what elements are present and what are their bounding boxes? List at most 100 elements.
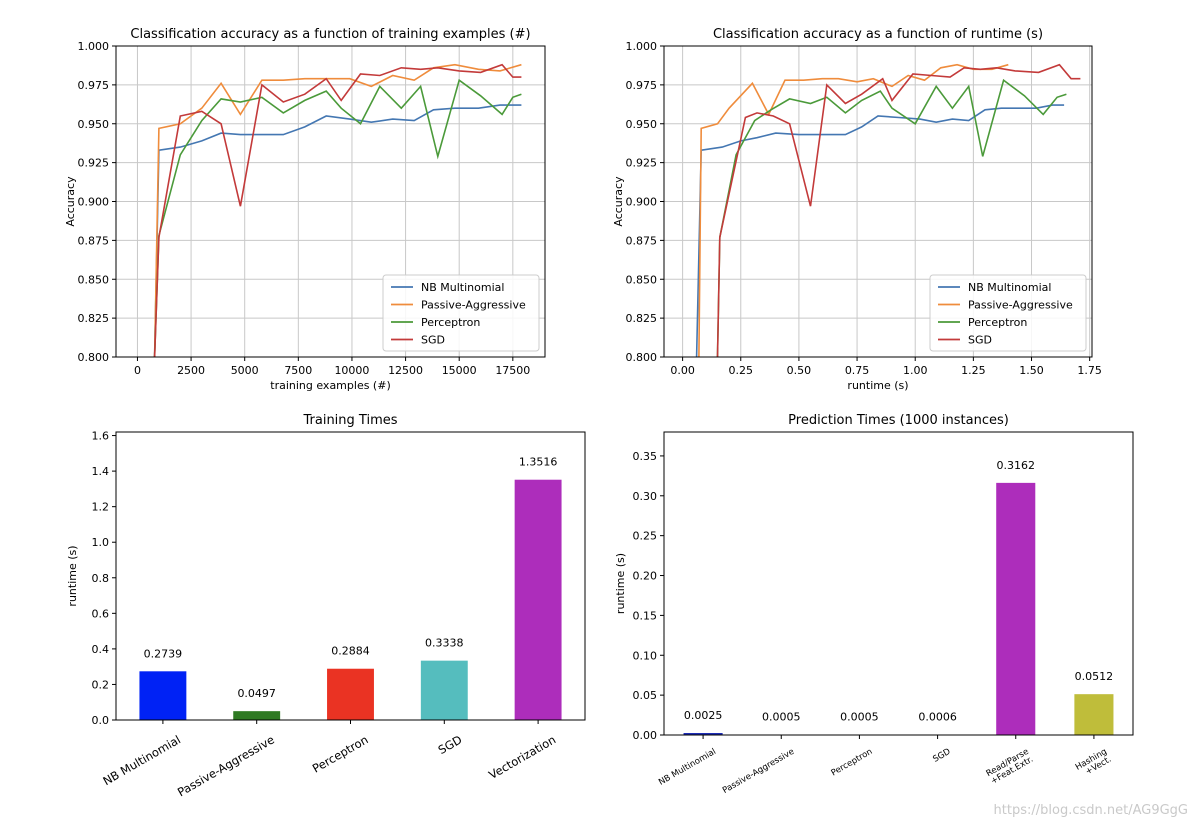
bar xyxy=(420,660,468,720)
y-tick-label: 1.000 xyxy=(626,40,658,53)
y-tick-label: 0.0 xyxy=(92,714,110,727)
x-tick-label: 1.00 xyxy=(903,364,928,377)
series-line-pa xyxy=(698,63,1009,357)
x-axis-label: training examples (#) xyxy=(270,379,390,392)
chart-title: Classification accuracy as a function of… xyxy=(130,27,530,42)
x-tick-label: SGD xyxy=(931,747,952,765)
y-axis-label: runtime (s) xyxy=(66,545,79,606)
plot-frame xyxy=(663,431,1134,736)
x-tick-label: 1.50 xyxy=(1019,364,1044,377)
x-tick-label: Perceptron xyxy=(310,732,371,775)
x-tick-label: NB Multinomial xyxy=(657,747,718,788)
bar-value-label: 0.0005 xyxy=(762,711,801,724)
x-tick-label: 7500 xyxy=(284,364,312,377)
x-tick-label-line: NB Multinomial xyxy=(657,747,718,788)
x-tick-label: 0.00 xyxy=(670,364,695,377)
x-tick-label: 1.75 xyxy=(1077,364,1102,377)
y-tick-label: 1.000 xyxy=(78,40,110,53)
watermark-text: https://blog.csdn.net/AG9GgG xyxy=(993,803,1188,818)
y-tick-label: 1.6 xyxy=(92,430,110,443)
bar-value-label: 0.3338 xyxy=(425,637,464,650)
x-tick-label: 0.50 xyxy=(787,364,812,377)
bar-value-label: 0.3162 xyxy=(997,459,1036,472)
x-tick-label-line: Perceptron xyxy=(830,747,875,779)
y-tick-label: 0.975 xyxy=(78,79,110,92)
x-tick-label: 17500 xyxy=(495,364,530,377)
x-tick-label-line: SGD xyxy=(436,732,465,757)
x-tick-label: Vectorization xyxy=(486,732,558,782)
y-tick-label: 0.25 xyxy=(633,530,658,543)
x-tick-label: 0 xyxy=(134,364,141,377)
y-tick-label: 1.2 xyxy=(92,501,110,514)
series-line-nb xyxy=(695,104,1065,357)
x-tick-label: 10000 xyxy=(334,364,369,377)
legend-label: Passive-Aggressive xyxy=(421,299,526,312)
y-tick-label: 0.15 xyxy=(633,609,658,622)
y-tick-label: 0.950 xyxy=(78,118,110,131)
x-tick-label: 0.25 xyxy=(729,364,754,377)
y-tick-label: 0.2 xyxy=(92,678,110,691)
bar xyxy=(514,479,562,720)
bar-value-label: 1.3516 xyxy=(519,456,558,469)
series-line-perceptron xyxy=(153,78,522,357)
y-tick-label: 0.925 xyxy=(626,157,658,170)
y-tick-label: 0.950 xyxy=(626,118,658,131)
chart-title: Classification accuracy as a function of… xyxy=(713,27,1043,42)
x-axis-label: runtime (s) xyxy=(847,379,908,392)
x-tick-label-line: NB Multinomial xyxy=(100,732,183,788)
x-tick-label: Passive-Aggressive xyxy=(175,732,277,799)
y-tick-label: 1.0 xyxy=(92,536,110,549)
bar-value-label: 0.0025 xyxy=(684,709,723,722)
bar-value-label: 0.0512 xyxy=(1075,670,1114,683)
bar-value-label: 0.0005 xyxy=(840,711,879,724)
x-tick-label-line: SGD xyxy=(931,747,952,765)
x-tick-label: Read/Parse+Feat.Extr. xyxy=(985,747,1035,787)
bar xyxy=(1074,694,1114,735)
x-tick-label: 1.25 xyxy=(961,364,986,377)
chart-title: Prediction Times (1000 instances) xyxy=(788,413,1009,428)
accuracy-chart-1: 0 2500 5000 7500 10000 12500 15000 17500 0.800 0.… xyxy=(64,27,546,392)
legend-label: Perceptron xyxy=(968,316,1027,329)
y-tick-label: 0.35 xyxy=(633,450,658,463)
y-tick-label: 0.8 xyxy=(92,572,110,585)
legend-label: NB Multinomial xyxy=(968,281,1051,294)
x-tick-label: 15000 xyxy=(442,364,477,377)
y-axis-label: runtime (s) xyxy=(614,553,627,614)
bar xyxy=(139,671,187,720)
y-tick-label: 0.900 xyxy=(78,196,110,209)
y-tick-label: 1.4 xyxy=(92,465,110,478)
y-tick-label: 0.20 xyxy=(633,570,658,583)
bar xyxy=(683,733,723,735)
bar-value-label: 0.2884 xyxy=(331,645,370,658)
legend-label: Passive-Aggressive xyxy=(968,299,1073,312)
bar xyxy=(233,711,281,720)
y-axis-label: Accuracy xyxy=(64,176,77,227)
y-tick-label: 0.800 xyxy=(626,351,658,364)
y-tick-label: 0.825 xyxy=(78,312,110,325)
x-tick-label: SGD xyxy=(436,732,465,757)
legend-label: SGD xyxy=(968,334,992,347)
x-tick-label-line: Perceptron xyxy=(310,732,371,775)
y-tick-label: 0.10 xyxy=(633,649,658,662)
x-tick-label-line: Passive-Aggressive xyxy=(175,732,277,799)
chart-title: Training Times xyxy=(302,413,397,428)
x-tick-label: 5000 xyxy=(231,364,259,377)
y-tick-label: 0.00 xyxy=(633,729,658,742)
y-tick-label: 0.850 xyxy=(78,273,110,286)
y-tick-label: 0.900 xyxy=(626,196,658,209)
x-tick-label: Hashing+Vect. xyxy=(1074,747,1113,781)
legend-label: Perceptron xyxy=(421,316,480,329)
y-tick-label: 0.800 xyxy=(78,351,110,364)
x-tick-label: Perceptron xyxy=(830,747,875,779)
x-tick-label-line: Passive-Aggressive xyxy=(721,747,796,796)
bar xyxy=(996,482,1036,735)
x-tick-label: Passive-Aggressive xyxy=(721,747,796,796)
series-line-sgd xyxy=(716,63,1081,357)
legend-box xyxy=(382,274,540,352)
series-line-perceptron xyxy=(716,78,1067,357)
y-tick-label: 0.975 xyxy=(626,79,658,92)
legend: NB Multinomial Passive-Aggressive Perceptr… xyxy=(929,274,1087,352)
y-tick-label: 0.6 xyxy=(92,607,110,620)
x-tick-label-line: Vectorization xyxy=(486,732,558,782)
